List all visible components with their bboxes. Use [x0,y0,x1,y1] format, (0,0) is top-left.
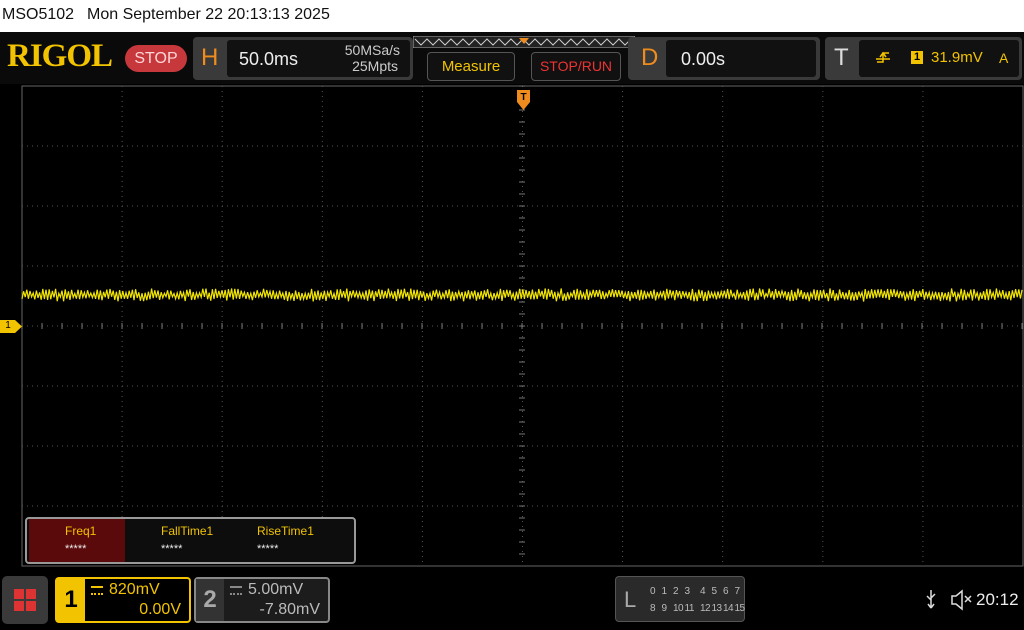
measurement-name: Freq1 [65,524,97,538]
trigger-values: 1 31.9mV A [859,40,1019,77]
logic-channel: 10 [673,603,684,614]
logic-channel: 0 [650,586,656,597]
measurement-name: RiseTime1 [257,524,314,538]
delay-value-box: 0.00s [666,40,816,77]
trigger-edge-icon [876,51,890,63]
measurement-value: ***** [257,543,279,555]
stop-run-button[interactable]: STOP/RUN [531,52,621,81]
run-state[interactable]: STOP [125,45,187,72]
trigger-mode: A [999,50,1009,66]
trigger-marker-label: T [520,92,527,103]
model: MSO5102 [2,6,75,23]
channel-number: 1 [57,579,85,621]
measurement-item [29,519,125,562]
horizontal-panel[interactable]: H 50.0ms 50MSa/s 25Mpts [193,37,413,80]
trigger-position-marker: T [517,90,530,110]
delay-value: 0.00s [681,49,726,69]
waveform-trace [21,288,1023,302]
timebase: 50.0ms [239,49,299,69]
header: RIGOL STOP H 50.0ms 50MSa/s 25Mpts Measu… [0,32,1024,84]
waveform-area [21,85,1024,567]
logic-label: L [624,587,637,612]
logic-channel: 9 [661,603,668,614]
status-icons [926,589,972,611]
sample-rate: 50MSa/s [344,42,400,58]
logic-channel: 13 [711,603,723,614]
delay-panel[interactable]: D 0.00s [628,37,820,80]
memory-depth: 25Mpts [352,58,398,74]
logic-channel: 6 [723,586,729,597]
trigger-source: 1 [911,51,923,64]
logic-channel: 4 [700,586,706,597]
horizontal-label: H [201,44,219,71]
channel-offset: 0.00V [139,601,181,618]
measurement-value: ***** [65,543,87,555]
delay-label: D [641,44,659,71]
channel-panel[interactable]: 2 5.00mV -7.80mV [194,577,330,623]
channel-marker-label: 1 [5,320,11,331]
trigger-panel[interactable]: T 1 31.9mV A [825,37,1022,80]
channel-scale: 5.00mV [248,581,304,598]
menu-button[interactable] [2,576,48,624]
logo: RIGOL [7,38,113,74]
trigger-level: 31.9mV [931,49,983,66]
logic-channel: 8 [650,603,656,614]
horizontal-values: 50.0ms 50MSa/s 25Mpts [227,40,410,77]
logic-channel: 14 [723,603,734,614]
logic-channel: 12 [700,603,711,614]
measure-button[interactable]: Measure [427,52,515,81]
logic-channel: 7 [734,586,741,597]
memory-bar [413,36,635,48]
logic-channel: 3 [684,586,691,597]
measurement-name: FallTime1 [161,524,214,538]
measurement-panel: Freq1 ***** FallTime1 ***** RiseTime1 ***** [25,517,356,564]
trigger-label: T [834,44,849,71]
logic-channel: 1 [661,586,668,597]
channel-marker: 1 [0,320,22,333]
status-bar: MSO5102 Mon September 22 20:13:13 2025 [0,0,1024,32]
logic-channel: 5 [711,586,718,597]
coupling-icon [91,586,103,595]
channel-offset: -7.80mV [259,601,320,618]
channel-scale: 820mV [109,581,160,598]
logic-channel: 11 [684,603,695,614]
clock: 20:12 [976,590,1019,609]
channel-number: 2 [196,579,224,621]
datetime: Mon September 22 20:13:13 2025 [87,6,330,23]
coupling-icon [230,586,242,595]
logic-channel: 2 [673,586,679,597]
channel-panel[interactable]: 1 820mV 0.00V [55,577,191,623]
logic-channel: 15 [734,603,746,614]
measurement-value: ***** [161,543,183,555]
logic-panel[interactable]: L 0 1 2 3 4 5 6 7 8 9 10 11 12 13 14 15 [615,576,745,622]
